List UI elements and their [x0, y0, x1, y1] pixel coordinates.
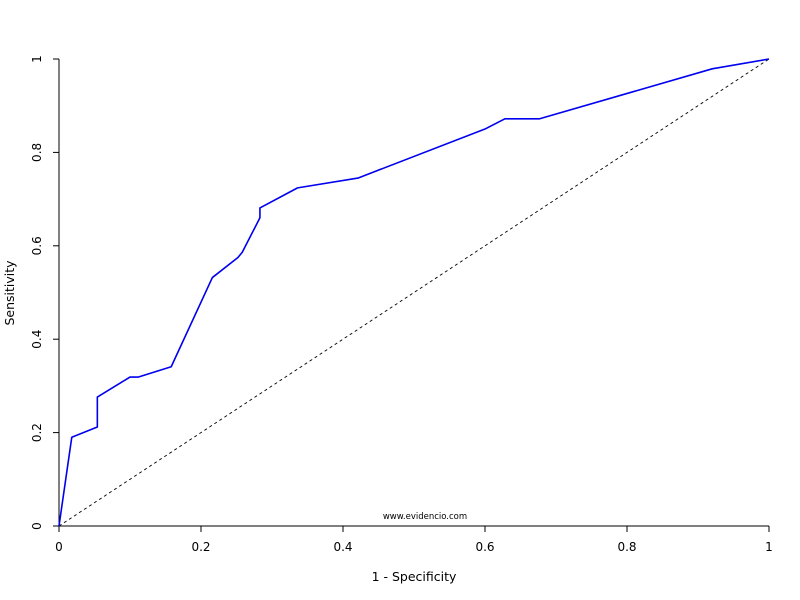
y-tick-label: 1: [30, 55, 44, 63]
y-axis-title: Sensitivity: [2, 260, 17, 326]
roc-curve-line: [58, 58, 770, 527]
series-layer: [58, 58, 770, 527]
y-tick-label: 0.2: [30, 423, 44, 442]
x-tick-label: 0.2: [191, 540, 210, 554]
y-tick-label: 0.8: [30, 143, 44, 162]
watermark-text: www.evidencio.com: [383, 512, 467, 522]
reference-diagonal-line: [58, 58, 770, 527]
axes: 0 0.2 0.4 0.6 0.8 1 0 0.2 0.4 0.6 0.8 1: [30, 55, 773, 554]
x-axis-title: 1 - Specificity: [372, 569, 457, 584]
y-tick-label: 0: [30, 522, 44, 530]
x-tick-label: 0.6: [475, 540, 494, 554]
x-tick-label: 0.8: [617, 540, 636, 554]
x-tick-label: 0: [55, 540, 63, 554]
y-tick-label: 0.6: [30, 236, 44, 255]
x-tick-label: 0.4: [333, 540, 352, 554]
y-tick-label: 0.4: [30, 330, 44, 349]
x-tick-label: 1: [765, 540, 773, 554]
